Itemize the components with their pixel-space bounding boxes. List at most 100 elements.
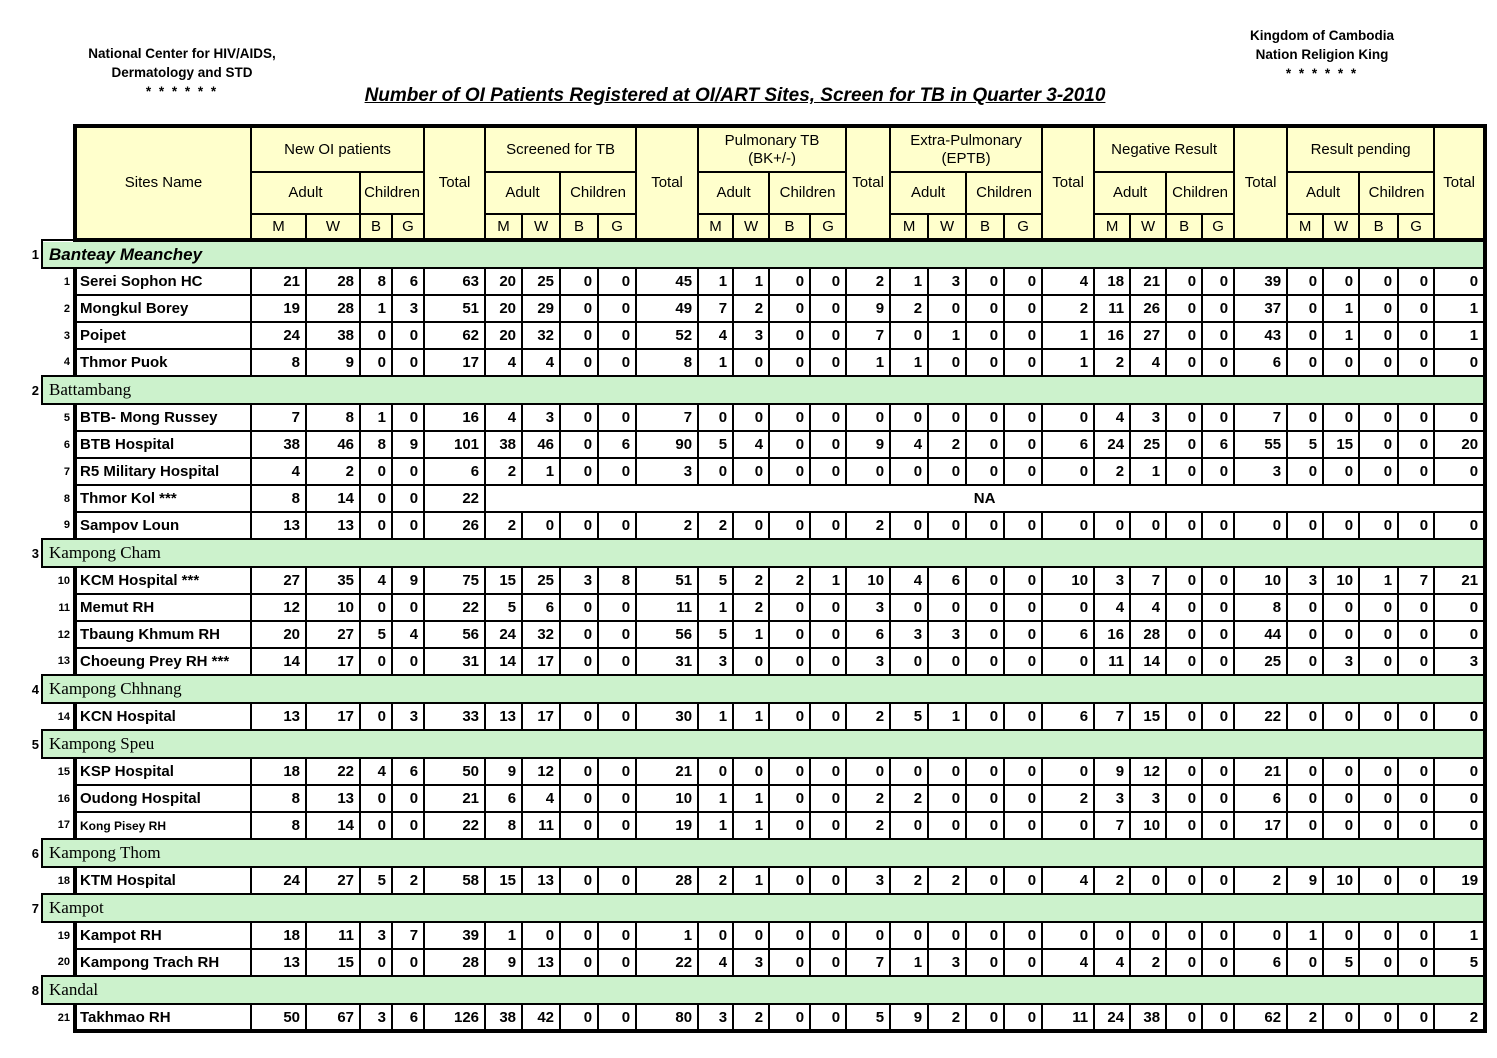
value-cell: 14	[250, 647, 307, 676]
value-cell: 3	[732, 321, 771, 350]
value-cell: 19	[635, 811, 700, 840]
negative-result-label: Negative Result	[1111, 140, 1218, 158]
value-cell: 21	[423, 784, 487, 813]
value-cell: 4	[521, 348, 562, 377]
value-cell: 0	[1201, 620, 1236, 649]
screened-label: Screened for TB	[506, 140, 616, 158]
value-cell: 8	[359, 267, 393, 296]
site-number: 20	[57, 956, 70, 968]
row-gutter	[28, 594, 42, 621]
value-cell: 0	[697, 757, 735, 786]
value-cell: 0	[1165, 948, 1204, 977]
value-cell: 52	[635, 321, 700, 350]
sex-header-b: B	[559, 213, 600, 242]
value-cell: 0	[1358, 457, 1400, 486]
value-cell: 25	[1129, 430, 1168, 459]
value-cell: 0	[1165, 430, 1204, 459]
sex-header-w: W	[305, 213, 361, 242]
value-cell: 1	[697, 593, 735, 622]
value-cell: 0	[1358, 921, 1400, 950]
site-row: 4 Thmor Puok 8 9 0 0 17 4 4 0 0 8 1 0 0 0 1 1 0 0 0 1 2 4 0 0 6 0 0 0…	[28, 348, 1488, 377]
site-number: 3	[63, 329, 70, 342]
site-name: Takhmao RH	[73, 1003, 252, 1033]
value-cell: 0	[845, 757, 892, 786]
value-cell: 0	[1397, 702, 1436, 731]
province-row: 8 Kandal	[28, 975, 1488, 1005]
value-cell: 3	[1093, 784, 1132, 813]
value-cell: 25	[1233, 647, 1289, 676]
value-cell: 0	[597, 1003, 638, 1033]
value-cell: 25	[521, 267, 562, 296]
value-cell: 21	[635, 757, 700, 786]
report-table: Sites Name New OI patients Total Screene…	[28, 124, 1488, 1033]
sex-header-m: M	[889, 213, 930, 242]
value-cell: 0	[1397, 757, 1436, 786]
value-cell: 7	[845, 321, 892, 350]
value-cell: 6	[390, 1003, 426, 1033]
value-cell: 0	[1165, 403, 1204, 432]
value-cell: 0	[1003, 757, 1044, 786]
value-cell: 0	[559, 348, 600, 377]
value-cell: 0	[965, 702, 1006, 731]
value-cell: 0	[1397, 811, 1436, 840]
value-cell: 38	[484, 430, 524, 459]
value-cell: 0	[597, 593, 638, 622]
value-cell: 38	[484, 1003, 524, 1033]
org-header: National Center for HIV/AIDS, Dermatolog…	[66, 44, 298, 101]
sex-header-g: G	[809, 213, 848, 242]
site-name: Choeung Prey RH ***	[73, 647, 252, 676]
value-cell: 1	[1322, 321, 1361, 350]
value-cell: 5	[1433, 948, 1488, 977]
value-cell: 0	[732, 757, 771, 786]
value-cell: 0	[965, 294, 1006, 323]
site-row: 15 KSP Hospital 18 22 4 6 50 9 12 0 0 21 0 0 0 0 0 0 0 0 0 0 9…	[28, 757, 1488, 786]
site-row: 5 BTB- Mong Russey 7 8 1 0 16 4 3 0 0 7 0 0 0 0 0 0 0 0 0 0 4 3…	[28, 403, 1488, 432]
value-cell: 0	[809, 294, 848, 323]
value-cell: 50	[250, 1003, 307, 1033]
value-cell: 0	[768, 784, 812, 813]
value-cell: 0	[965, 348, 1006, 377]
value-cell: 0	[1003, 348, 1044, 377]
new-oi-total-header: Total	[423, 124, 487, 242]
value-cell: 0	[1201, 511, 1236, 540]
value-cell: 0	[1003, 593, 1044, 622]
value-cell: 0	[521, 921, 562, 950]
site-number: 8	[63, 492, 70, 505]
site-number: 14	[57, 710, 70, 723]
value-cell: 0	[559, 593, 600, 622]
site-number: 9	[63, 519, 70, 531]
value-cell: 0	[390, 647, 426, 676]
value-cell: 20	[484, 267, 524, 296]
extra-pulmonary-total-header: Total	[1041, 124, 1096, 242]
value-cell: 24	[250, 866, 307, 895]
value-cell: 0	[965, 620, 1006, 649]
value-cell: 3	[559, 566, 600, 595]
value-cell: 0	[1397, 647, 1436, 676]
value-cell: 0	[927, 921, 968, 950]
site-number: 1	[63, 276, 70, 288]
value-cell: 0	[1003, 866, 1044, 895]
sex-header-w: W	[1322, 213, 1361, 242]
value-cell: 0	[1358, 403, 1400, 432]
value-cell: 1	[1041, 321, 1096, 350]
value-cell: 0	[1322, 620, 1361, 649]
value-cell: 6	[423, 457, 487, 486]
value-cell: 8	[1233, 593, 1289, 622]
value-cell: 5	[1322, 948, 1361, 977]
value-cell: 9	[845, 430, 892, 459]
value-cell: 3	[390, 702, 426, 731]
sex-header-b: B	[1165, 213, 1204, 242]
value-cell: 31	[635, 647, 700, 676]
value-cell: 45	[635, 267, 700, 296]
extra-pulmonary-sublabel: (EPTB)	[941, 149, 991, 167]
value-cell: 0	[1165, 757, 1204, 786]
value-cell: 11	[1093, 647, 1132, 676]
value-cell: 0	[597, 948, 638, 977]
value-cell: 5	[697, 566, 735, 595]
value-cell: 1	[732, 784, 771, 813]
value-cell: 4	[484, 348, 524, 377]
value-cell: 0	[390, 348, 426, 377]
value-cell: 80	[635, 1003, 700, 1033]
value-cell: 0	[1165, 348, 1204, 377]
value-cell: 0	[359, 511, 393, 540]
